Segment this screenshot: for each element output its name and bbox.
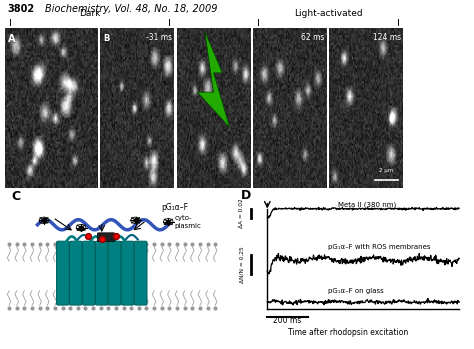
Text: 3802: 3802 [7,4,34,14]
Text: 124 ms: 124 ms [373,33,401,42]
Text: 62 ms: 62 ms [301,33,324,42]
Text: -31 ms: -31 ms [146,33,172,42]
FancyBboxPatch shape [95,241,108,305]
FancyBboxPatch shape [109,241,121,305]
Text: B: B [103,34,110,43]
Polygon shape [197,31,230,127]
FancyBboxPatch shape [134,241,147,305]
Text: Light-activated: Light-activated [294,9,362,18]
Text: cyto-
plasmic: cyto- plasmic [175,215,201,229]
Text: Time after rhodopsin excitation: Time after rhodopsin excitation [288,328,408,337]
Text: 200 ms: 200 ms [273,316,301,325]
Text: 2 μm: 2 μm [379,169,393,173]
Text: Biochemistry, Vol. 48, No. 18, 2009: Biochemistry, Vol. 48, No. 18, 2009 [45,4,218,14]
Text: pG₁α–F with ROS membranes: pG₁α–F with ROS membranes [328,244,430,250]
Text: pG₁α–F on glass: pG₁α–F on glass [328,288,383,294]
FancyBboxPatch shape [98,233,115,242]
Text: D: D [241,190,251,202]
FancyBboxPatch shape [82,241,95,305]
Text: A: A [9,34,16,44]
Text: C: C [11,190,20,203]
FancyBboxPatch shape [121,241,134,305]
FancyBboxPatch shape [70,241,82,305]
Text: ΔN/N = 0.25: ΔN/N = 0.25 [239,246,244,283]
Text: Dark: Dark [79,9,100,18]
Text: Meta II (380 nm): Meta II (380 nm) [338,201,396,208]
FancyBboxPatch shape [56,241,69,305]
Text: pG₁α–F: pG₁α–F [162,203,189,212]
Text: ΔA = 0.02: ΔA = 0.02 [239,199,244,228]
